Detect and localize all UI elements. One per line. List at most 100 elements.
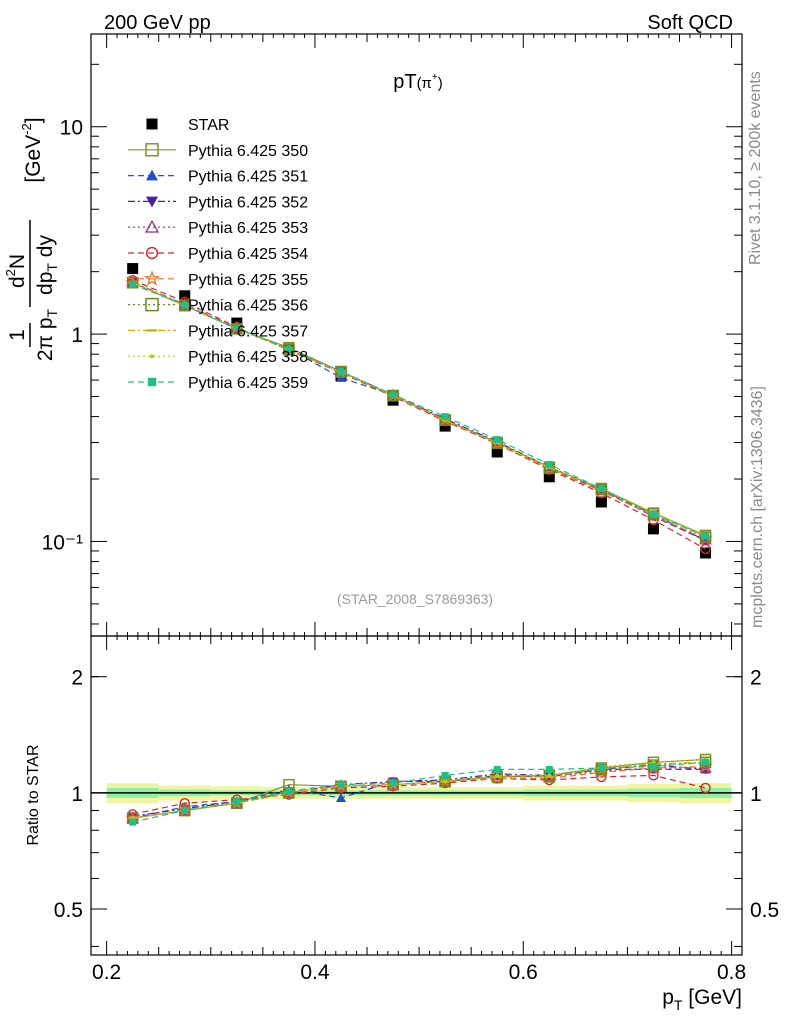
data-point — [233, 797, 241, 805]
data-point — [178, 804, 191, 817]
data-point — [438, 774, 453, 788]
legend-label: Pythia 6.425 350 — [188, 143, 308, 160]
y-tick-label: 1 — [71, 324, 83, 347]
main-title: pT(π+) — [393, 71, 443, 93]
legend-marker — [146, 169, 158, 181]
y-tick-label: 10⁻¹ — [42, 531, 83, 554]
mcplots-label: mcplots.cern.ch [arXiv:1306.3436] — [749, 386, 766, 628]
data-point — [547, 773, 552, 778]
data-point — [647, 508, 660, 520]
data-point — [337, 781, 345, 789]
data-point — [493, 436, 501, 444]
legend-marker — [143, 270, 161, 286]
data-point — [543, 471, 555, 483]
x-axis-label: pT [GeV] — [662, 986, 742, 1013]
data-point — [129, 280, 137, 288]
legend-label: Pythia 6.425 354 — [188, 246, 308, 263]
ratio-panel: 0.5 0.5 1 1 2 2 0.2 0.4 0.6 0.8 — [54, 635, 779, 984]
data-point — [337, 368, 345, 376]
legend-entry: Pythia 6.425 350 — [128, 143, 308, 160]
data-point — [231, 323, 243, 335]
legend-marker — [146, 196, 158, 208]
data-point — [387, 389, 399, 402]
data-point — [647, 523, 659, 535]
legend-entry: Pythia 6.425 353 — [128, 219, 308, 237]
panel-frame — [90, 635, 743, 956]
data-point — [443, 779, 448, 784]
data-point — [700, 782, 711, 794]
series-line — [132, 766, 706, 819]
data-point — [229, 795, 244, 810]
data-point — [595, 483, 608, 496]
legend-marker — [146, 118, 158, 130]
legend-entry: STAR — [146, 117, 229, 134]
data-point — [545, 461, 553, 469]
legend-entry: Pythia 6.425 356 — [128, 298, 308, 315]
legend-marker — [145, 143, 159, 157]
y-tick-label: 10 — [60, 117, 83, 140]
header-right: Soft QCD — [647, 12, 733, 34]
data-point — [647, 759, 660, 771]
data-point — [649, 510, 657, 518]
legend-marker — [145, 246, 159, 260]
data-point — [702, 532, 710, 540]
data-point — [495, 773, 500, 778]
legend-label: Pythia 6.425 351 — [188, 169, 308, 186]
data-point — [597, 764, 605, 772]
x-tick-label: 0.6 — [509, 961, 538, 984]
legend-entry: Pythia 6.425 359 — [128, 375, 308, 392]
legend-label: Pythia 6.425 353 — [188, 220, 308, 237]
data-point — [441, 771, 449, 779]
ratio-y-axis-label: Ratio to STAR — [25, 744, 42, 845]
legend-entry: Pythia 6.425 358 — [128, 349, 308, 366]
legend-label: Pythia 6.425 356 — [188, 298, 308, 315]
plot-area — [125, 263, 713, 559]
data-point — [335, 792, 346, 802]
y-tick-label: 1 — [71, 783, 83, 806]
data-point — [129, 818, 137, 826]
data-point — [179, 290, 191, 302]
plot-area — [91, 753, 742, 826]
data-point — [702, 758, 710, 766]
legend-label: STAR — [188, 117, 229, 134]
data-point — [389, 779, 397, 787]
series-line — [132, 283, 706, 537]
legend-marker — [145, 297, 159, 312]
data-point — [385, 777, 401, 791]
legend-label: Pythia 6.425 352 — [188, 194, 308, 211]
legend-marker — [150, 354, 154, 359]
data-point — [285, 345, 293, 353]
data-point — [181, 301, 189, 309]
legend-label: Pythia 6.425 355 — [188, 272, 308, 289]
y-label-prefactor-num: 1 — [6, 329, 29, 341]
x-tick-label: 0.4 — [300, 961, 330, 984]
legend-entry: Pythia 6.425 352 — [128, 194, 308, 211]
legend-entry: Pythia 6.425 355 — [128, 270, 308, 289]
data-point — [181, 807, 189, 815]
series-line — [132, 282, 706, 538]
y-tick-label: 2 — [71, 667, 83, 690]
data-point — [283, 343, 295, 356]
data-point — [545, 765, 553, 773]
y-tick-label-right: 1 — [750, 783, 762, 806]
legend-marker — [147, 329, 157, 332]
legend-label: Pythia 6.425 357 — [188, 323, 308, 340]
y-label-deriv-den: dpT dy — [34, 235, 60, 295]
rivet-label: Rivet 3.1.10, ≥ 200k events — [747, 71, 764, 265]
data-point — [127, 263, 139, 275]
legend-label: Pythia 6.425 359 — [188, 375, 308, 392]
y-tick-label-right: 0.5 — [750, 899, 779, 922]
x-tick-label: 0.2 — [92, 961, 121, 984]
series-line — [132, 279, 706, 550]
legend-entry: Pythia 6.425 357 — [128, 323, 308, 340]
legend-marker — [144, 219, 160, 233]
data-point — [700, 543, 711, 555]
legend-entry: Pythia 6.425 354 — [128, 246, 308, 263]
analysis-id-watermark: (STAR_2008_S7869363) — [337, 591, 493, 607]
data-point — [493, 765, 501, 773]
series-line — [132, 761, 706, 823]
x-tick-label: 0.8 — [717, 961, 746, 984]
data-point — [285, 787, 293, 795]
legend-entry: Pythia 6.425 351 — [128, 169, 308, 186]
